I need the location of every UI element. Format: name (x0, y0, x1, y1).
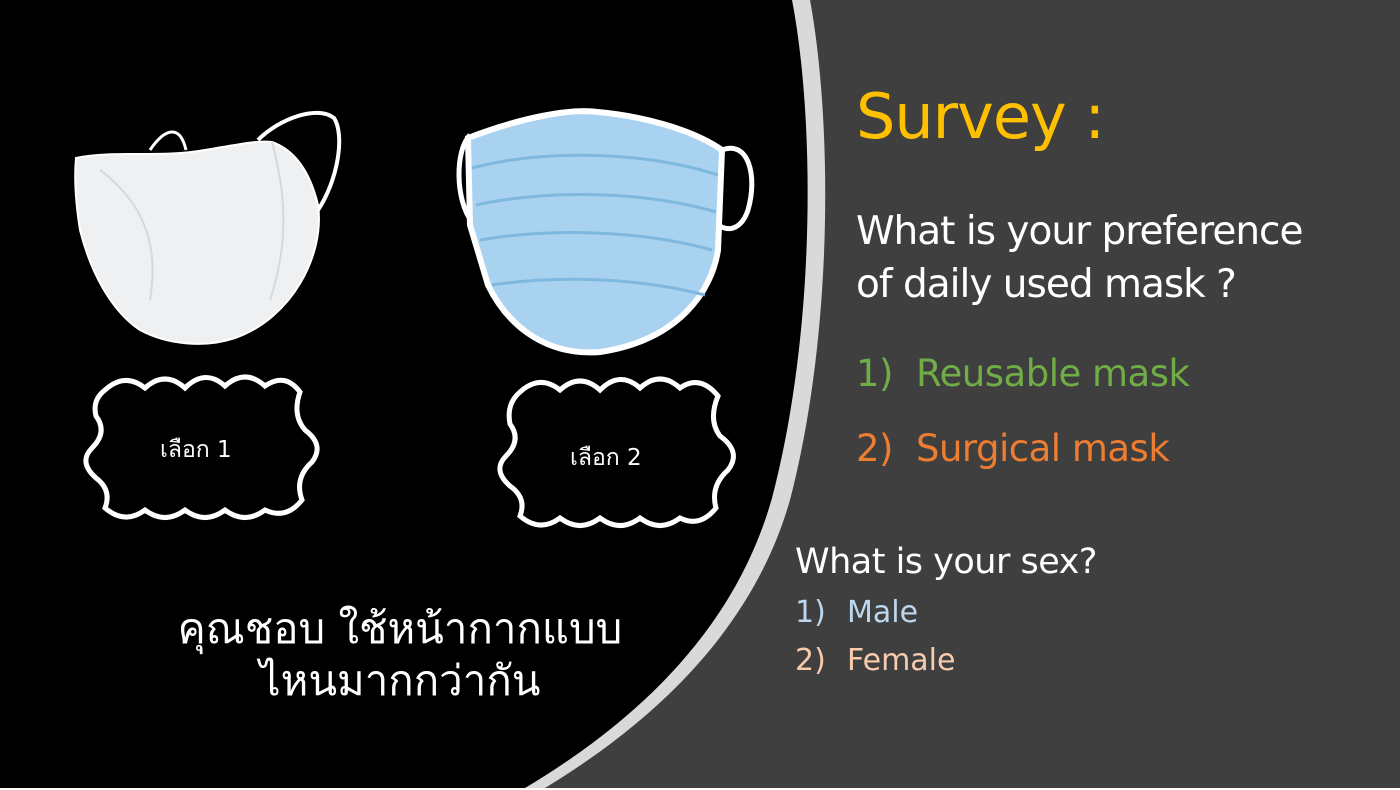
sex-question: What is your sex? (795, 542, 1097, 582)
option-label: Reusable mask (916, 352, 1190, 395)
option-male: 1) Male (795, 595, 918, 630)
option-label: Female (847, 643, 956, 678)
option-reusable-mask: 1) Reusable mask (856, 352, 1190, 395)
option-female: 2) Female (795, 643, 955, 678)
mask-preference-question: What is your preference of daily used ma… (856, 205, 1396, 311)
question-line-2: of daily used mask ? (856, 262, 1237, 307)
choice-2-label: เลือก 2 (570, 445, 642, 471)
surgical-mask-icon (456, 108, 755, 356)
reusable-mask-icon (74, 110, 342, 345)
survey-title: Survey : (856, 80, 1105, 153)
thai-question-line-1: คุณชอบ ใช้หน้ากากแบบ (177, 604, 623, 653)
option-number: 2) (856, 427, 893, 470)
choice-1-label: เลือก 1 (160, 437, 232, 463)
option-label: Male (847, 595, 919, 630)
option-surgical-mask: 2) Surgical mask (856, 427, 1170, 470)
option-number: 1) (856, 352, 893, 395)
thai-question: คุณชอบ ใช้หน้ากากแบบ ไหนมากกว่ากัน (150, 603, 650, 707)
choice-2-bubble (497, 376, 736, 528)
choice-1-bubble (83, 374, 320, 520)
question-line-1: What is your preference (856, 209, 1304, 254)
thai-question-line-2: ไหนมากกว่ากัน (259, 656, 541, 705)
option-number: 1) (795, 595, 826, 630)
option-label: Surgical mask (916, 427, 1170, 470)
option-number: 2) (795, 643, 826, 678)
